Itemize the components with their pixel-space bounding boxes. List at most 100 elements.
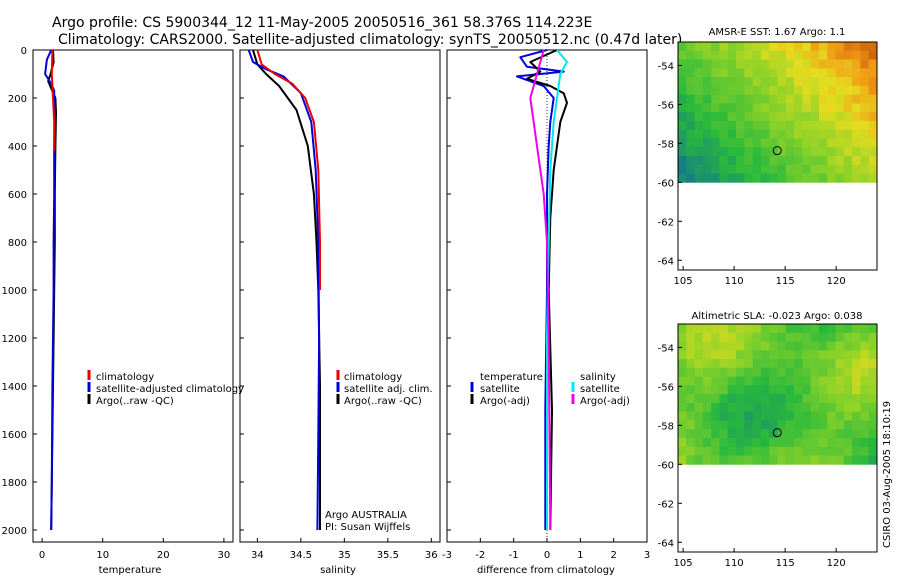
heatmap-cell (694, 394, 704, 404)
heatmap-cell (818, 376, 828, 386)
heatmap-cell (694, 147, 704, 157)
heatmap-cell (711, 455, 720, 465)
heatmap-cell (827, 402, 836, 413)
heatmap-cell (711, 120, 720, 131)
heatmap-cell (727, 350, 737, 360)
heatmap-cell (827, 429, 836, 439)
heatmap-cell (694, 385, 704, 395)
heatmap-cell (802, 359, 812, 369)
heatmap-cell (744, 94, 754, 104)
heatmap-cell (769, 385, 778, 395)
heatmap-cell (744, 164, 754, 174)
heatmap-cell (852, 420, 861, 430)
heatmap-cell (818, 324, 828, 334)
heatmap-cell (694, 50, 704, 60)
heatmap-cell (852, 385, 861, 395)
heatmap-cell (686, 332, 695, 342)
heatmap-cell (852, 156, 861, 166)
heatmap-cell (760, 112, 770, 122)
heatmap-cell (860, 85, 870, 96)
heatmap-cell (719, 324, 729, 334)
heatmap-cell (868, 138, 878, 148)
heatmap-cell (802, 129, 812, 139)
x-tick-label: 34.5 (290, 550, 312, 561)
heatmap-cell (752, 455, 762, 465)
heatmap-cell (719, 341, 729, 351)
temperature-legend: climatology satellite-adjusted climatolo… (87, 370, 244, 407)
depth-tick-label: 1000 (2, 286, 27, 297)
heatmap-cell (719, 50, 729, 60)
heatmap-cell (802, 332, 812, 342)
heatmap-cell (769, 341, 778, 351)
heatmap-cell (802, 385, 812, 395)
heatmap-cell (827, 173, 836, 183)
heatmap-cell (777, 429, 787, 439)
heatmap-cell (702, 350, 712, 360)
y-tick-label: -64 (658, 538, 674, 549)
heatmap-cell (719, 429, 729, 439)
heatmap-cell (810, 129, 820, 139)
heatmap-cell (860, 376, 870, 386)
heatmap-cell (785, 173, 795, 183)
heatmap-cell (777, 50, 787, 60)
heatmap-cell (736, 147, 745, 157)
heatmap-cell (785, 420, 795, 430)
heatmap-cell (818, 420, 828, 430)
heatmap-cell (702, 324, 712, 334)
heatmap-cell (818, 42, 828, 52)
heatmap-cell (810, 341, 820, 351)
heatmap-cell (744, 68, 754, 78)
heatmap-cell (769, 42, 778, 52)
heatmap-cell (736, 420, 745, 430)
heatmap-cell (678, 68, 687, 78)
heatmap-cell (711, 446, 720, 456)
heatmap-cell (852, 394, 861, 404)
heatmap-cell (678, 429, 687, 439)
heatmap-cell (744, 147, 754, 157)
depth-tick-label: 1400 (2, 382, 27, 393)
y-tick-label: -60 (658, 178, 674, 189)
heatmap-cell (711, 341, 720, 351)
heatmap-cell (769, 68, 778, 78)
heatmap-cell (694, 138, 704, 148)
heatmap-cell (760, 164, 770, 174)
heatmap-cell (752, 420, 762, 430)
heatmap-cell (802, 411, 812, 421)
heatmap-cell (760, 138, 770, 148)
heatmap-cell (694, 129, 704, 139)
heatmap-cell (810, 394, 820, 404)
heatmap-cell (736, 42, 745, 52)
heatmap-cell (810, 367, 820, 378)
heatmap-cell (760, 341, 770, 351)
heatmap-cell (727, 85, 737, 96)
heatmap-cell (802, 59, 812, 69)
heatmap-cell (802, 147, 812, 157)
heatmap-cell (719, 394, 729, 404)
heatmap-cell (719, 138, 729, 148)
heatmap-cell (810, 164, 820, 174)
heatmap-cell (852, 332, 861, 342)
heatmap-cell (794, 173, 803, 183)
heatmap-cell (785, 376, 795, 386)
heatmap-cell (678, 42, 687, 52)
heatmap-cell (802, 138, 812, 148)
heatmap-cell (719, 59, 729, 69)
heatmap-cell (752, 156, 762, 166)
legend-temperature-satellite: satellite (480, 384, 520, 395)
heatmap-cell (760, 94, 770, 104)
heatmap-cell (843, 94, 853, 104)
heatmap-cell (827, 147, 836, 157)
heatmap-cell (694, 446, 704, 456)
heatmap-cell (818, 156, 828, 166)
heatmap-cell (843, 429, 853, 439)
heatmap-cell (686, 376, 695, 386)
heatmap-cell (802, 164, 812, 174)
heatmap-cell (810, 332, 820, 342)
heatmap-cell (777, 385, 787, 395)
heatmap-cell (827, 103, 836, 113)
heatmap-cell (760, 59, 770, 69)
heatmap-cell (711, 94, 720, 104)
heatmap-cell (719, 420, 729, 430)
heatmap-cell (777, 455, 787, 465)
heatmap-cell (744, 455, 754, 465)
